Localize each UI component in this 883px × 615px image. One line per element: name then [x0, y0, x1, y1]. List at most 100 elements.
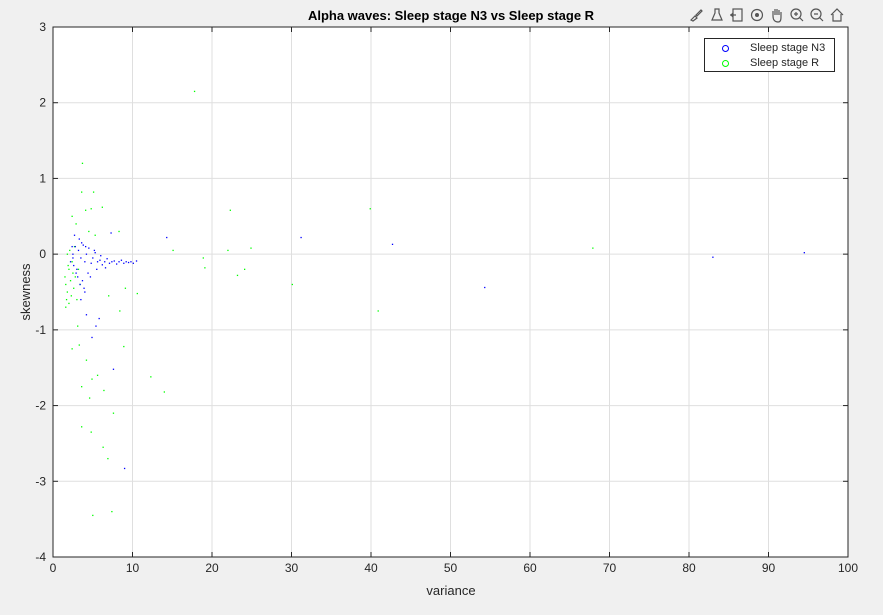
data-point — [84, 245, 87, 248]
data-point — [69, 249, 71, 252]
data-point — [72, 272, 74, 274]
data-point — [81, 280, 84, 282]
data-point — [92, 191, 95, 193]
x-tick-label: 60 — [523, 561, 537, 575]
data-point — [76, 268, 78, 270]
data-point — [65, 306, 67, 308]
zoom-in-button[interactable] — [788, 6, 806, 24]
home-button[interactable] — [828, 6, 846, 24]
data-point — [85, 314, 88, 316]
data-point — [108, 295, 110, 297]
data-point — [101, 206, 103, 208]
data-cursor-button[interactable] — [728, 6, 746, 24]
data-point — [377, 310, 379, 312]
x-tick-label: 80 — [682, 561, 696, 575]
data-point — [79, 283, 81, 286]
data-point — [712, 256, 714, 258]
data-point — [88, 247, 90, 249]
data-point — [78, 238, 80, 240]
data-point — [124, 287, 127, 289]
data-point — [71, 245, 73, 248]
data-tips-button[interactable] — [708, 6, 726, 24]
data-point — [77, 325, 79, 327]
legend-marker-r — [722, 60, 729, 67]
legend-label-r: Sleep stage R — [750, 57, 820, 69]
data-point — [108, 262, 111, 264]
data-point — [75, 223, 77, 225]
legend-item-n3: Sleep stage N3 — [705, 41, 836, 56]
data-point — [73, 245, 76, 248]
data-point — [106, 258, 108, 260]
data-points — [64, 90, 805, 517]
data-point — [85, 359, 88, 361]
data-point — [96, 261, 99, 263]
data-point — [81, 162, 84, 164]
data-point — [123, 467, 126, 470]
axes-toolbar — [688, 6, 846, 24]
y-tick-label: 1 — [39, 171, 46, 185]
data-point — [90, 262, 92, 264]
zoom-out-icon — [810, 8, 824, 22]
x-tick-label: 100 — [838, 561, 858, 575]
data-point — [84, 261, 86, 263]
data-point — [369, 208, 371, 210]
data-point — [484, 286, 486, 289]
y-tick-label: -1 — [35, 323, 46, 337]
rotate-button[interactable] — [748, 6, 766, 24]
data-point — [130, 261, 132, 263]
data-point — [89, 276, 92, 278]
data-point — [84, 291, 86, 293]
data-point — [81, 191, 83, 193]
y-tick-label: 0 — [39, 247, 46, 261]
series-r — [64, 90, 594, 517]
pan-hand-icon — [772, 9, 782, 23]
data-point — [66, 253, 69, 255]
data-point — [84, 209, 87, 211]
data-point — [98, 317, 100, 320]
data-point — [68, 268, 70, 270]
data-point — [96, 374, 99, 376]
data-point — [73, 287, 75, 289]
zoom-out-button[interactable] — [808, 6, 826, 24]
data-point — [80, 257, 82, 259]
x-tick-label: 0 — [50, 561, 57, 575]
data-point — [67, 264, 69, 267]
data-point — [80, 298, 82, 301]
data-point — [88, 230, 90, 233]
x-tick-label: 70 — [603, 561, 617, 575]
legend[interactable]: Sleep stage N3 Sleep stage R — [704, 38, 835, 72]
data-point — [68, 302, 70, 305]
y-tick-label: -2 — [35, 399, 46, 413]
data-point — [74, 276, 76, 278]
x-tick-label: 50 — [444, 561, 458, 575]
data-point — [88, 397, 91, 399]
data-point — [95, 325, 97, 327]
data-point — [69, 261, 72, 263]
data-point — [204, 267, 206, 269]
legend-label-n3: Sleep stage N3 — [750, 42, 826, 54]
pan-button[interactable] — [768, 6, 786, 24]
data-point — [193, 90, 196, 93]
series-n3 — [69, 232, 805, 470]
y-tick-label: 2 — [39, 96, 46, 110]
rotate-icon — [750, 8, 764, 22]
data-point — [132, 262, 134, 264]
data-point — [119, 310, 121, 312]
data-point — [73, 264, 75, 267]
data-point — [250, 247, 252, 249]
data-point — [243, 268, 246, 270]
data-point — [166, 236, 168, 239]
data-point — [103, 389, 105, 392]
data-point — [64, 276, 66, 278]
data-point — [72, 257, 74, 259]
data-point — [125, 261, 127, 263]
data-point — [135, 260, 138, 262]
brush-button[interactable] — [688, 6, 706, 24]
home-icon — [830, 8, 844, 22]
data-point — [90, 431, 92, 433]
data-point — [592, 247, 594, 249]
data-point — [93, 249, 96, 252]
data-point — [104, 261, 106, 263]
